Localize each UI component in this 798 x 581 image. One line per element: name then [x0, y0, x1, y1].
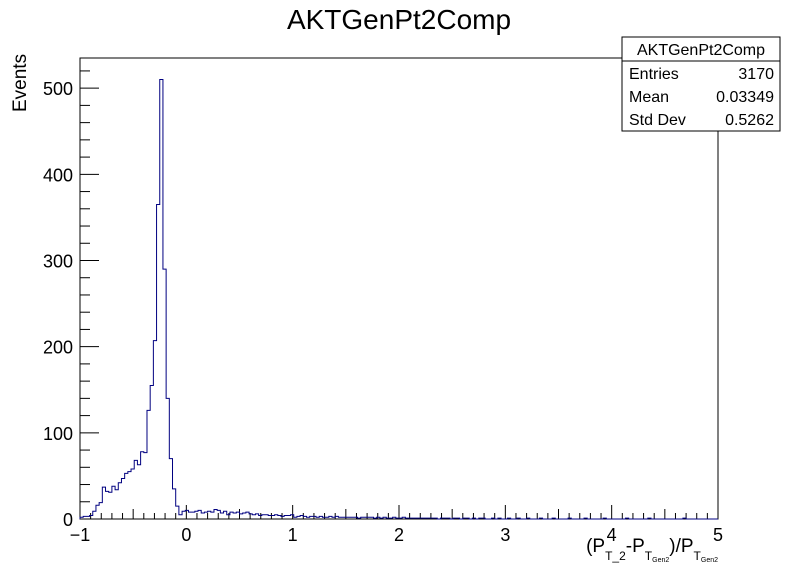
- x-axis-title: (PT_2-PTGen2)/PTGen2: [586, 536, 718, 564]
- x-axis: −1 0 1 2 3 4 5: [70, 505, 723, 545]
- y-tick-label: 200: [43, 338, 73, 358]
- y-tick-label: 300: [43, 251, 73, 271]
- stats-entries-label: Entries: [629, 66, 679, 83]
- x-tick-label: 2: [394, 525, 404, 545]
- stats-mean-label: Mean: [629, 89, 669, 106]
- x-title-subsub: Gen2: [652, 557, 669, 564]
- y-tick-label: 400: [43, 165, 73, 185]
- stats-mean-value: 0.03349: [716, 89, 774, 106]
- x-title-subsub: Gen2: [701, 557, 718, 564]
- histogram-bin: [131, 469, 134, 519]
- histogram-bin: [211, 512, 214, 519]
- stats-entries-value: 3170: [738, 66, 774, 83]
- x-title-part: -P: [626, 536, 645, 557]
- y-axis-title: Events: [10, 54, 31, 112]
- chart-title: AKTGenPt2Comp: [287, 4, 511, 35]
- y-tick-label: 100: [43, 424, 73, 444]
- x-tick-label: 4: [607, 525, 617, 545]
- histogram-bin: [233, 513, 236, 519]
- stats-box-title: AKTGenPt2Comp: [637, 42, 765, 59]
- histogram-bin: [115, 490, 118, 519]
- histogram-bin: [252, 515, 255, 519]
- histogram-bin: [287, 516, 290, 519]
- x-tick-label: 0: [181, 525, 191, 545]
- y-axis: 0 100 200 300 400 500: [43, 70, 99, 530]
- x-title-part: (P: [586, 536, 605, 557]
- stats-stddev-label: Std Dev: [629, 112, 686, 129]
- histogram-bin: [128, 472, 131, 519]
- histogram-bin: [192, 512, 195, 519]
- histogram-bins: [80, 80, 686, 519]
- histogram-bin: [201, 513, 204, 519]
- x-tick-label: −1: [70, 525, 91, 545]
- stats-box: AKTGenPt2Comp Entries 3170 Mean 0.03349 …: [621, 36, 781, 132]
- histogram-bin: [220, 513, 223, 519]
- histogram-bin: [259, 516, 262, 519]
- histogram-bin: [179, 515, 182, 519]
- histogram-bin: [106, 491, 109, 519]
- histogram-bin: [121, 479, 124, 520]
- x-tick-label: 1: [288, 525, 298, 545]
- x-title-sub: T: [694, 549, 702, 563]
- histogram-bin: [144, 453, 147, 519]
- histogram-bin: [137, 465, 140, 519]
- histogram-bin: [227, 515, 230, 519]
- x-title-part: )/P: [669, 536, 693, 557]
- histogram-bin: [188, 512, 191, 519]
- stats-stddev-value: 0.5262: [725, 112, 774, 129]
- x-title-sub: T_2: [605, 549, 626, 563]
- stats-box-frame: [621, 36, 781, 132]
- histogram-bin: [125, 473, 128, 519]
- histogram-outline: [79, 79, 718, 520]
- x-title-sub: T: [645, 549, 653, 563]
- x-tick-label: 5: [713, 525, 723, 545]
- y-tick-label: 0: [63, 510, 73, 530]
- x-tick-label: 3: [500, 525, 510, 545]
- y-tick-label: 500: [43, 79, 73, 99]
